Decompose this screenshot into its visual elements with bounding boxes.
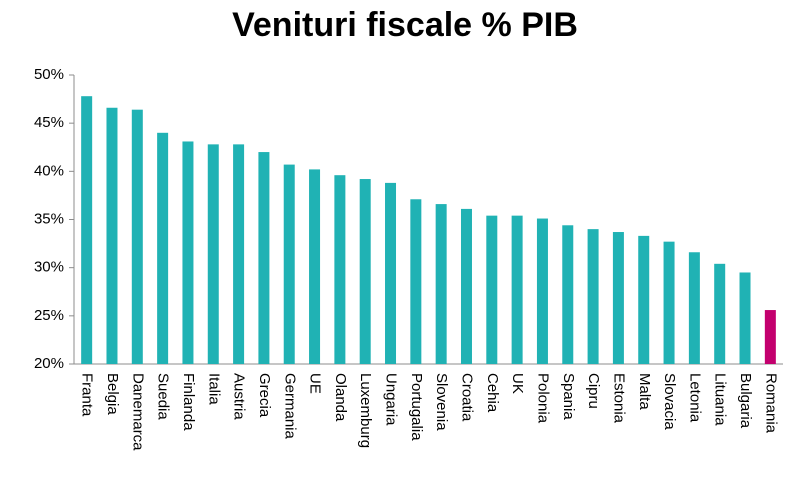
y-tick-label: 50% (34, 66, 64, 83)
bar (764, 310, 776, 364)
x-tick-label: Ungaria (383, 373, 400, 426)
x-tick-label: Franta (79, 373, 96, 417)
x-tick-label: Malta (636, 373, 653, 410)
bar (410, 199, 422, 364)
x-tick-label: UK (509, 373, 526, 394)
bar (309, 169, 321, 364)
y-tick-label: 30% (34, 259, 64, 276)
x-tick-label: Belgia (104, 373, 121, 415)
bar (435, 204, 447, 364)
x-tick-label: Austria (231, 373, 248, 420)
x-tick-label: Lituania (712, 373, 729, 426)
bar (511, 215, 523, 364)
bar (612, 232, 624, 364)
x-tick-label: Romania (762, 373, 779, 434)
bar (359, 179, 371, 364)
x-tick-label: Letonia (686, 373, 703, 423)
bar (739, 272, 751, 364)
bar (334, 175, 346, 364)
bar (638, 235, 650, 364)
bar (182, 141, 194, 364)
bar (587, 229, 599, 364)
x-tick-label: Finlanda (180, 373, 197, 431)
bar (688, 252, 700, 364)
bar (258, 152, 270, 364)
y-tick-label: 45% (34, 114, 64, 131)
x-tick-label: Cehia (484, 373, 501, 413)
y-tick-label: 25% (34, 307, 64, 324)
y-tick-label: 20% (34, 355, 64, 372)
bar (106, 107, 118, 365)
chart-title: Venituri fiscale % PIB (232, 6, 578, 44)
x-tick-label: Grecia (256, 373, 273, 418)
x-tick-label: Bulgaria (737, 373, 754, 429)
y-tick-label: 40% (34, 162, 64, 179)
x-tick-label: Cipru (585, 373, 602, 409)
x-tick-label: Danemarca (129, 373, 146, 451)
bar (157, 132, 169, 364)
x-tick-label: Spania (560, 373, 577, 420)
x-tick-label: Portugalia (408, 373, 425, 441)
x-tick-label: Olanda (332, 373, 349, 422)
bar (81, 96, 93, 365)
x-tick-label: Italia (205, 373, 222, 405)
bar (283, 164, 295, 364)
bar (460, 208, 472, 364)
x-tick-label: Polonia (534, 373, 551, 424)
y-tick-label: 35% (34, 210, 64, 227)
bar (486, 215, 498, 364)
x-tick-label: Suedia (155, 373, 172, 420)
bar (207, 144, 219, 364)
x-tick-label: Croatia (459, 373, 476, 422)
x-tick-label: Slovenia (433, 373, 450, 431)
bar (233, 144, 245, 364)
x-tick-label: Luxemburg (357, 373, 374, 448)
bar (536, 218, 548, 364)
x-tick-label: Germania (281, 373, 298, 440)
bar (663, 241, 675, 364)
bar (385, 182, 397, 364)
bar (131, 109, 143, 365)
x-tick-label: Estonia (610, 373, 627, 424)
x-tick-label: Slovacia (661, 373, 678, 430)
bar (714, 263, 726, 364)
x-tick-label: UE (307, 373, 324, 394)
bar (562, 225, 574, 364)
